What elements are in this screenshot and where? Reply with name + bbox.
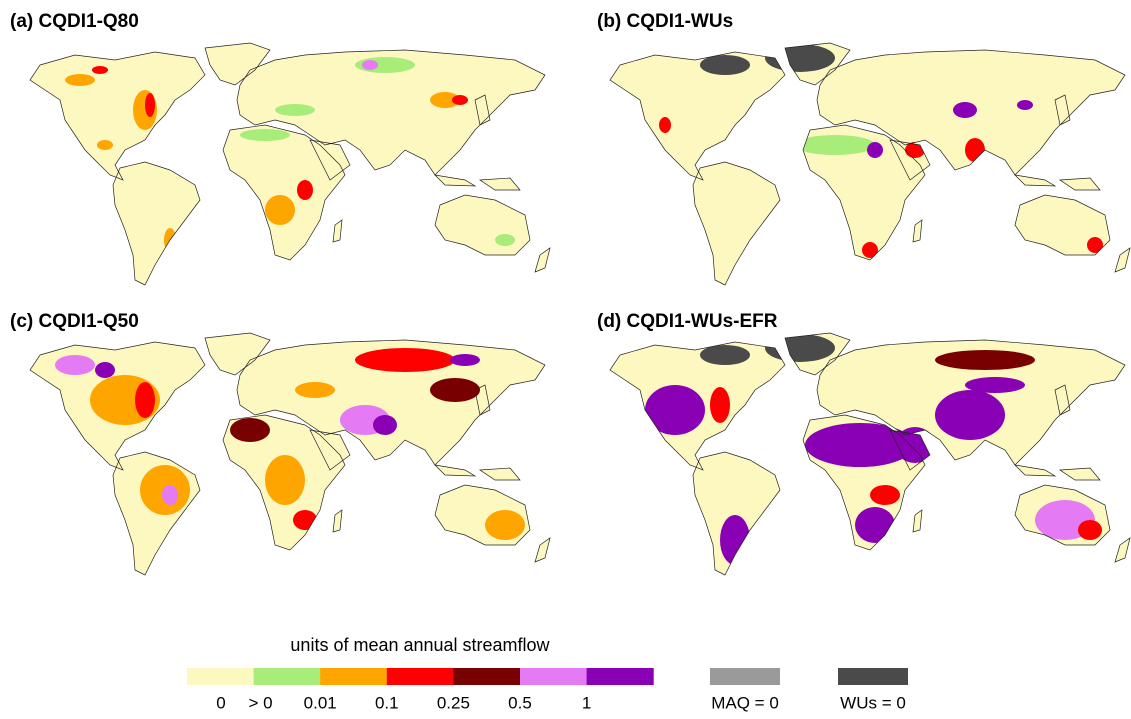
- legend-swatch: [187, 668, 254, 685]
- figure: (a) CQDI1-Q80 (b) CQDI1-WUs (c) CQDI1-Q5…: [0, 0, 1131, 714]
- legend-swatch: [453, 668, 520, 685]
- legend-swatch: [520, 668, 587, 685]
- legend-swatch: [710, 668, 780, 685]
- legend: 0 > 0 0.01 0.1 0.25 0.5 1 MAQ = 0 WUs = 0: [187, 668, 908, 712]
- legend-label: WUs = 0: [840, 693, 906, 712]
- legend-label: 0.1: [375, 693, 399, 712]
- legend-swatch: [838, 668, 908, 685]
- legend-label: MAQ = 0: [711, 693, 779, 712]
- legend-swatch: [320, 668, 387, 685]
- map-panel: [30, 333, 550, 575]
- legend-label: 1: [582, 693, 591, 712]
- legend-swatch: [387, 668, 454, 685]
- legend-swatch: [587, 668, 654, 685]
- legend-swatch: [254, 668, 321, 685]
- panel-title: (d) CQDI1-WUs-EFR: [597, 311, 778, 332]
- legend-title: units of mean annual streamflow: [290, 635, 550, 655]
- legend-label: 0.01: [304, 693, 337, 712]
- panel-title: (b) CQDI1-WUs: [597, 11, 733, 32]
- map-panel: [30, 43, 550, 285]
- map-panel: [610, 333, 1130, 575]
- legend-label: 0: [216, 693, 225, 712]
- legend-label: 0.25: [437, 693, 470, 712]
- panel-title: (a) CQDI1-Q80: [10, 11, 139, 32]
- legend-label: > 0: [249, 693, 273, 712]
- panel-title: (c) CQDI1-Q50: [10, 311, 139, 332]
- legend-label: 0.5: [508, 693, 532, 712]
- map-panel: [610, 43, 1130, 285]
